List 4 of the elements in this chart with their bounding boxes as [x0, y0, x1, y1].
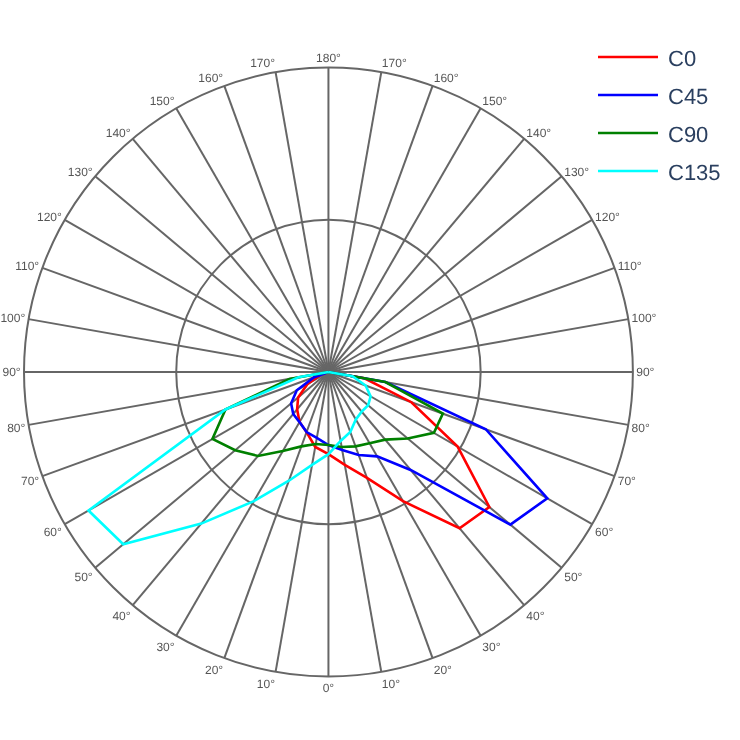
legend-label: C45 — [668, 85, 709, 110]
legend-label: C0 — [668, 47, 697, 72]
legend-label: C90 — [668, 123, 709, 148]
legend-label: C135 — [668, 161, 721, 186]
